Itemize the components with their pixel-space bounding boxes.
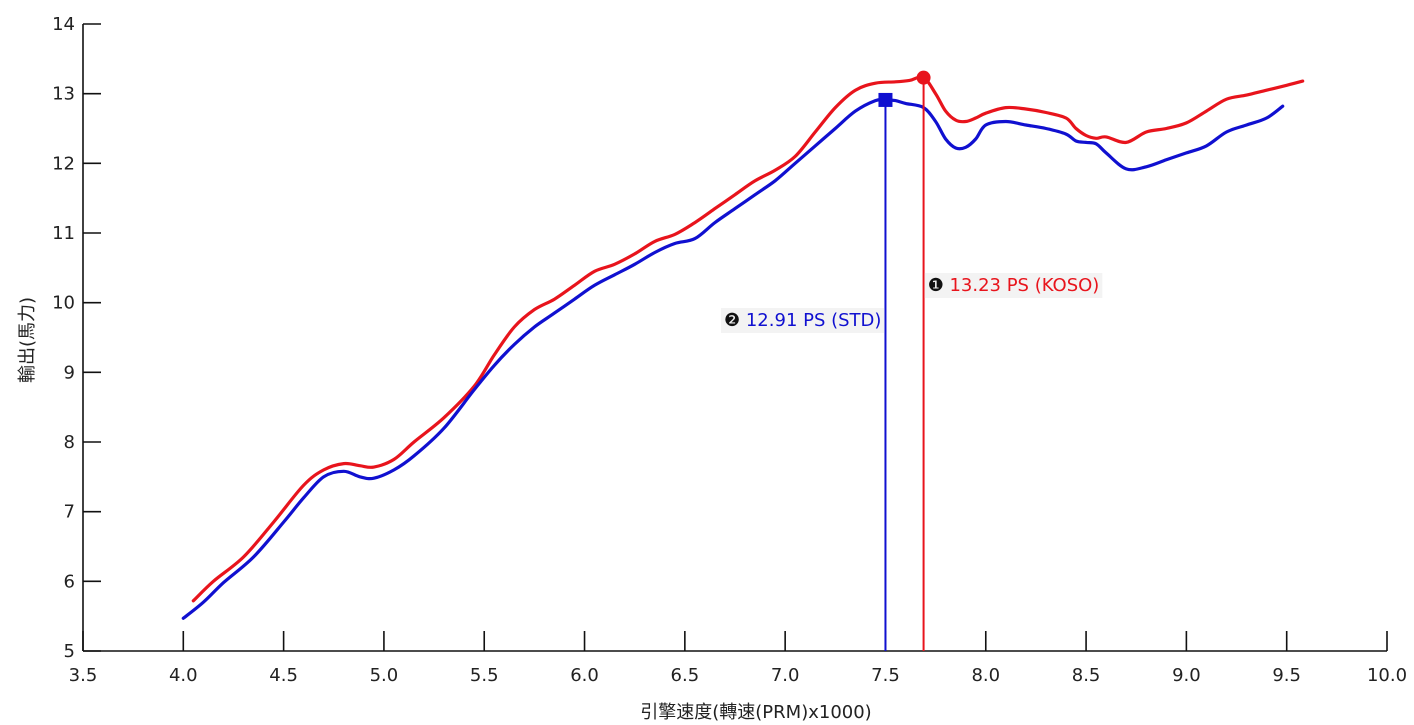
x-tick-label: 10.0: [1367, 665, 1407, 686]
x-tick-label: 8.0: [971, 665, 1000, 686]
peak-label-koso: ❶ 13.23 PS (KOSO): [924, 273, 1103, 298]
x-axis-title: 引擎速度(轉速(PRM)x1000): [640, 702, 871, 723]
y-tick-label: 12: [52, 153, 75, 174]
y-tick-label: 7: [64, 502, 75, 523]
y-tick-label: 5: [64, 641, 75, 662]
x-tick-label: 9.5: [1272, 665, 1301, 686]
peak-label-bg-koso: [924, 273, 1103, 298]
x-tick-label: 7.0: [771, 665, 800, 686]
x-tick-label: 6.5: [671, 665, 700, 686]
x-tick-label: 4.5: [269, 665, 298, 686]
peak-label-text-koso: ❶ 13.23 PS (KOSO): [928, 275, 1100, 296]
x-tick-label: 8.5: [1072, 665, 1101, 686]
y-axis-title: 輸出(馬力): [17, 297, 38, 383]
series-layer: [181, 75, 1305, 620]
peak-marker-std: [878, 92, 893, 107]
peak-value-std: 12.91 PS (STD): [746, 310, 882, 331]
annotation-layer: ❶ 13.23 PS (KOSO) ❷ 12.91 PS (STD): [721, 70, 1103, 651]
badge-koso: ❶: [928, 275, 950, 296]
x-tick-label: 7.5: [871, 665, 900, 686]
y-tick-label: 10: [52, 293, 75, 314]
series-line-std: [181, 97, 1285, 620]
y-tick-label: 9: [64, 362, 75, 383]
x-tick-label: 5.0: [370, 665, 399, 686]
x-tick-label: 5.5: [470, 665, 499, 686]
x-tick-label: 6.0: [570, 665, 599, 686]
x-tick-label: 4.0: [169, 665, 198, 686]
x-axis: 3.5 4.0 4.5 5.0 5.5 6.0 6.5 7.0 7.5 8.0 8.5 9.0 9.5 1…: [69, 631, 1407, 686]
y-tick-label: 14: [52, 14, 75, 35]
y-tick-label: 6: [64, 571, 75, 592]
peak-value-koso: 13.23 PS (KOSO): [949, 275, 1099, 296]
peak-label-text-std: ❷ 12.91 PS (STD): [724, 310, 881, 331]
y-tick-label: 8: [64, 432, 75, 453]
y-axis: 5 6 7 8 9 10 11 12 13 14: [52, 14, 101, 662]
badge-std: ❷: [724, 310, 746, 331]
y-tick-label: 13: [52, 84, 75, 105]
y-tick-label: 11: [52, 223, 75, 244]
x-tick-label: 3.5: [69, 665, 98, 686]
peak-marker-koso: [916, 70, 931, 85]
peak-label-std: ❷ 12.91 PS (STD): [721, 308, 885, 333]
x-tick-label: 9.0: [1172, 665, 1201, 686]
peak-label-bg-std: [721, 308, 885, 333]
series-line-koso: [191, 75, 1305, 603]
